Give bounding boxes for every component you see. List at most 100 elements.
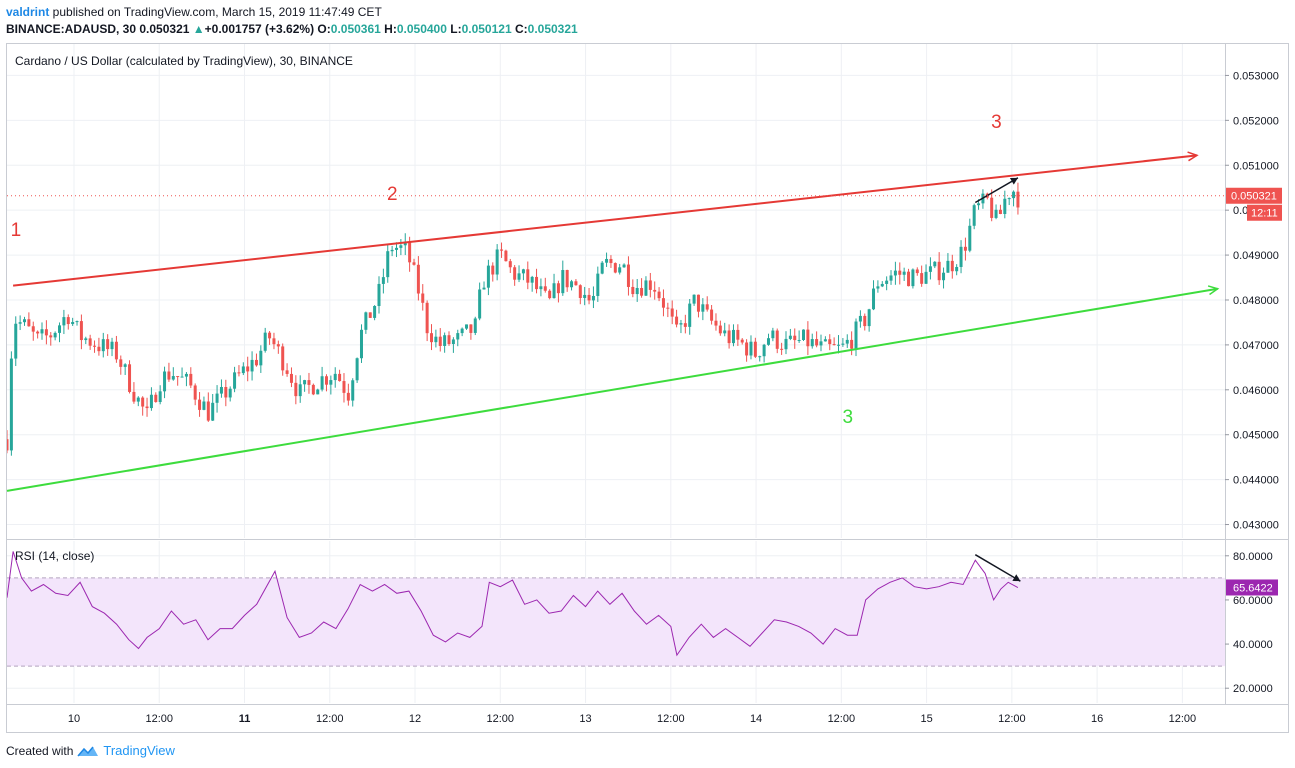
candle-body [990,197,994,218]
candle-body [202,401,206,410]
candle-body [889,275,893,281]
rsi-divergence-arrow [974,554,1021,582]
candle-body [412,262,416,265]
candle-body [386,251,390,278]
candle-body [788,335,792,339]
candle-body [158,391,162,402]
candle-body [338,373,342,382]
candle-body [263,332,267,351]
candle-body [736,329,740,340]
trend-lines [6,151,1220,582]
chart-title: Cardano / US Dollar (calculated by Tradi… [15,54,353,68]
candle-body [863,315,867,327]
candle-body [500,249,504,251]
candle-body [841,343,845,345]
candle-body [478,289,482,319]
author-link[interactable]: valdrint [6,5,50,19]
rsi-tick-label: 40.0000 [1233,639,1273,651]
time-tick-label: 12:00 [145,713,173,725]
candle-body [530,276,534,283]
candle-body [609,258,613,264]
up-arrow-icon: ▲ [192,22,205,36]
tradingview-brand[interactable]: TradingView [103,743,175,758]
candle-body [675,316,679,325]
candle-body [723,330,727,334]
price-tick-label: 0.046000 [1233,385,1279,397]
candle-body [578,285,582,298]
candle-body [215,393,219,403]
price-tick-label: 0.049000 [1233,250,1279,262]
candle-body [832,344,836,346]
candle-body [36,331,40,334]
candle-body [254,359,258,366]
candle-body [937,261,941,281]
candle-body [946,260,950,273]
timer-tag-label: 12:11 [1251,208,1278,220]
low-value: 0.050121 [461,22,512,36]
annotations: 1 2 3 3 0.050321 12:11 65.6422 [7,112,1282,596]
candle-body [963,246,967,251]
candle-body [605,258,609,263]
candle-body [513,267,517,280]
rsi-band [7,577,1225,667]
candle-body [933,261,937,267]
candle-body [701,304,705,312]
candle-body [31,326,35,332]
price-divergence-arrow-head [1009,177,1018,185]
price-tick-label: 0.052000 [1233,115,1279,127]
wave-label: 3 [991,112,1002,133]
rsi-line [7,551,1019,657]
time-tick-label: 12:00 [1169,713,1197,725]
candle-body [75,321,79,323]
change-value: +0.001757 (+3.62%) [204,22,315,36]
candle-body [482,287,486,290]
candle-body [797,339,801,341]
candle-body [23,319,27,323]
footer: Created with TradingView [6,743,175,758]
high-value: 0.050400 [396,22,447,36]
rsi-tag-label: 65.6422 [1233,582,1273,594]
main-pane-border [6,43,1289,733]
candle-body [79,321,83,341]
candle-body [696,294,700,312]
candle-body [259,350,263,366]
candle-body [591,295,595,301]
candle-body [303,380,307,385]
candle-body [171,376,175,380]
candle-body [460,328,464,334]
time-tick-label: 16 [1091,713,1103,725]
candle-body [237,372,241,374]
candle-body [644,280,648,296]
price-tag-box [1226,187,1282,204]
candle-body [241,366,245,374]
candle-body [801,329,805,340]
candle-body [53,332,57,338]
candle-body [653,289,657,292]
tradingview-logo-icon [77,746,99,756]
candle-body [517,273,521,280]
candle-body [141,397,145,407]
candle-body [876,286,880,289]
candle-body [504,250,508,262]
candle-body [867,309,871,327]
candle-body [145,406,149,409]
candle-body [189,373,193,386]
candle-body [920,273,924,284]
price-tick-label: 0.048000 [1233,295,1279,307]
created-with-text: Created with [6,743,74,758]
candle-body [110,341,114,350]
candle-body [377,283,381,307]
rsi-band-fill [7,577,1225,667]
symbol-label: BINANCE:ADAUSD, 30 [6,22,137,36]
candle-body [49,335,53,338]
resistance-line [12,154,1198,287]
candle-body [451,339,455,345]
candle-body [850,339,854,349]
candle-body [942,272,946,281]
candle-body [167,371,171,380]
candle-body [176,376,180,378]
timer-tag-box [1247,204,1282,221]
candle-body [556,283,560,294]
candle-body [688,303,692,327]
